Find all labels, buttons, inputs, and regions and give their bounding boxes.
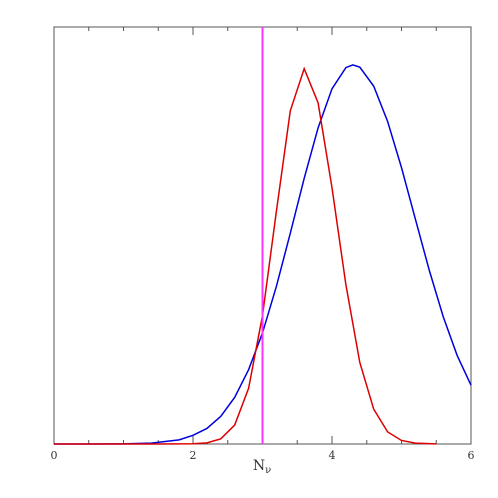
x-tick-label: 2 [190, 449, 197, 462]
density-curve [53, 64, 472, 445]
x-label-subscript: ν [265, 465, 271, 476]
x-tick-label: 0 [51, 449, 58, 462]
x-tick-label: 4 [329, 449, 336, 462]
x-axis-label: Nν [253, 458, 271, 476]
x-tick-label: 6 [468, 449, 475, 462]
x-label-base: N [253, 458, 265, 474]
density-curve [54, 66, 437, 445]
